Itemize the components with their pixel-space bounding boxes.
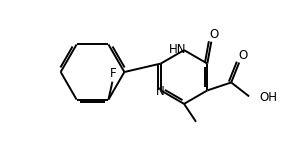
Text: O: O	[239, 49, 248, 62]
Text: N: N	[155, 85, 164, 98]
Text: F: F	[110, 67, 117, 80]
Text: OH: OH	[259, 91, 277, 104]
Text: HN: HN	[169, 43, 187, 56]
Text: O: O	[210, 28, 219, 41]
